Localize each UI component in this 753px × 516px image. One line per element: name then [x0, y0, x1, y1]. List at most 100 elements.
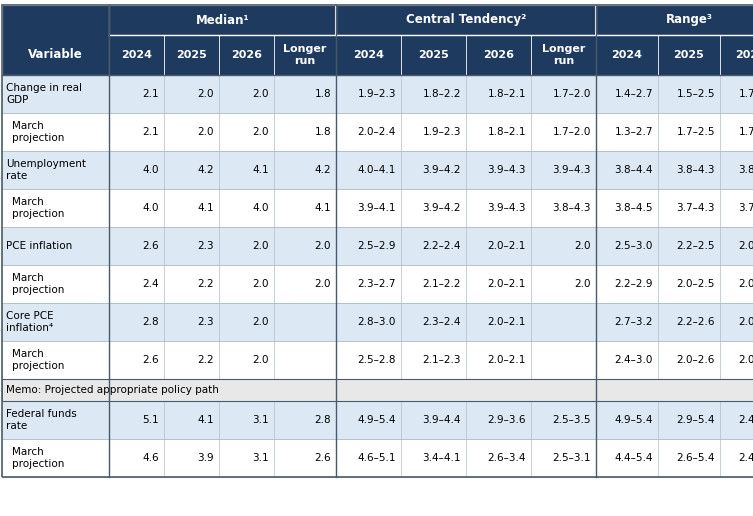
- Text: Core PCE
inflation⁴: Core PCE inflation⁴: [6, 311, 53, 333]
- Text: 1.7–2.5: 1.7–2.5: [739, 89, 753, 99]
- Text: 2.2: 2.2: [197, 279, 214, 289]
- Text: 2.6–3.4: 2.6–3.4: [487, 453, 526, 463]
- Bar: [720, 35, 753, 75]
- Text: 2.0–2.1: 2.0–2.1: [488, 355, 526, 365]
- Text: 2.1–2.3: 2.1–2.3: [422, 355, 461, 365]
- Text: 2.1: 2.1: [142, 127, 159, 137]
- Text: March
projection: March projection: [12, 121, 64, 143]
- Bar: [466, 35, 531, 75]
- Text: 2.0: 2.0: [252, 317, 269, 327]
- Text: 3.9–4.3: 3.9–4.3: [487, 165, 526, 175]
- Text: 2.0–2.3: 2.0–2.3: [739, 317, 753, 327]
- Text: 2.0: 2.0: [252, 279, 269, 289]
- Text: 2.5–2.9: 2.5–2.9: [358, 241, 396, 251]
- Text: 5.1: 5.1: [142, 415, 159, 425]
- Text: 2025: 2025: [674, 50, 704, 60]
- Text: Longer
run: Longer run: [542, 44, 585, 66]
- Bar: [2, 227, 753, 265]
- Text: 2024: 2024: [611, 50, 642, 60]
- Text: 2.9–3.6: 2.9–3.6: [487, 415, 526, 425]
- Text: Memo: Projected appropriate policy path: Memo: Projected appropriate policy path: [6, 385, 219, 395]
- Text: 2.1: 2.1: [142, 89, 159, 99]
- Bar: [274, 35, 336, 75]
- Text: 2.6: 2.6: [314, 453, 331, 463]
- Text: 2.8: 2.8: [142, 317, 159, 327]
- Text: 2.0: 2.0: [315, 241, 331, 251]
- Text: 2.6: 2.6: [142, 241, 159, 251]
- Text: 1.7–2.0: 1.7–2.0: [553, 89, 591, 99]
- Text: 2.3–2.4: 2.3–2.4: [422, 317, 461, 327]
- Bar: [531, 35, 596, 75]
- Text: 1.5–2.5: 1.5–2.5: [676, 89, 715, 99]
- Text: Median¹: Median¹: [196, 13, 249, 26]
- Text: PCE inflation: PCE inflation: [6, 241, 72, 251]
- Text: 3.7–4.3: 3.7–4.3: [676, 203, 715, 213]
- Text: 2.0–2.3: 2.0–2.3: [739, 279, 753, 289]
- Text: 2.8–3.0: 2.8–3.0: [358, 317, 396, 327]
- Text: 3.8–4.4: 3.8–4.4: [614, 165, 653, 175]
- Text: March
projection: March projection: [12, 197, 64, 219]
- Text: 2.0–2.5: 2.0–2.5: [677, 279, 715, 289]
- Text: Unemployment
rate: Unemployment rate: [6, 159, 86, 181]
- Text: 1.8: 1.8: [314, 127, 331, 137]
- Text: 2.4: 2.4: [142, 279, 159, 289]
- Text: 2026: 2026: [231, 50, 262, 60]
- Text: Federal funds
rate: Federal funds rate: [6, 409, 77, 431]
- Bar: [596, 5, 753, 35]
- Text: 2.0: 2.0: [575, 241, 591, 251]
- Text: 2.5–3.0: 2.5–3.0: [614, 241, 653, 251]
- Text: 2.4–3.0: 2.4–3.0: [614, 355, 653, 365]
- Text: 2.4–4.9: 2.4–4.9: [739, 453, 753, 463]
- Text: 3.9–4.1: 3.9–4.1: [358, 203, 396, 213]
- Text: 3.4–4.1: 3.4–4.1: [422, 453, 461, 463]
- Text: 2026: 2026: [736, 50, 753, 60]
- Bar: [2, 439, 753, 477]
- Text: 3.8–4.5: 3.8–4.5: [614, 203, 653, 213]
- Text: 1.8–2.1: 1.8–2.1: [487, 89, 526, 99]
- Text: 2.2–2.4: 2.2–2.4: [422, 241, 461, 251]
- Text: 1.7–2.0: 1.7–2.0: [553, 127, 591, 137]
- Text: 3.9–4.4: 3.9–4.4: [422, 415, 461, 425]
- Bar: [2, 75, 753, 113]
- Text: 1.7–2.5: 1.7–2.5: [676, 127, 715, 137]
- Bar: [2, 151, 753, 189]
- Bar: [2, 379, 753, 401]
- Bar: [109, 35, 164, 75]
- Text: 4.9–5.4: 4.9–5.4: [614, 415, 653, 425]
- Text: 2025: 2025: [418, 50, 449, 60]
- Text: 2.2: 2.2: [197, 355, 214, 365]
- Text: 3.9–4.3: 3.9–4.3: [553, 165, 591, 175]
- Text: 4.6–5.1: 4.6–5.1: [358, 453, 396, 463]
- Text: 3.1: 3.1: [252, 453, 269, 463]
- Text: 2.3: 2.3: [197, 317, 214, 327]
- Bar: [2, 113, 753, 151]
- Text: 2.0: 2.0: [197, 89, 214, 99]
- Text: 1.9–2.3: 1.9–2.3: [422, 127, 461, 137]
- Bar: [2, 401, 753, 439]
- Text: 3.9: 3.9: [197, 453, 214, 463]
- Bar: [2, 189, 753, 227]
- Text: 4.1: 4.1: [314, 203, 331, 213]
- Text: Central Tendency²: Central Tendency²: [406, 13, 526, 26]
- Text: 1.9–2.3: 1.9–2.3: [358, 89, 396, 99]
- Text: 3.8–4.3: 3.8–4.3: [553, 203, 591, 213]
- Text: 3.8–4.3: 3.8–4.3: [739, 165, 753, 175]
- Text: 1.8: 1.8: [314, 89, 331, 99]
- Text: 2.0–2.3: 2.0–2.3: [739, 355, 753, 365]
- Bar: [109, 5, 336, 35]
- Bar: [164, 35, 219, 75]
- Bar: [2, 303, 753, 341]
- Bar: [336, 35, 401, 75]
- Text: 2.0: 2.0: [315, 279, 331, 289]
- Bar: [336, 5, 596, 35]
- Text: 2.0: 2.0: [575, 279, 591, 289]
- Text: 3.1: 3.1: [252, 415, 269, 425]
- Text: 2.0–2.3: 2.0–2.3: [739, 241, 753, 251]
- Text: 1.4–2.7: 1.4–2.7: [614, 89, 653, 99]
- Text: 1.3–2.7: 1.3–2.7: [614, 127, 653, 137]
- Text: 2025: 2025: [176, 50, 207, 60]
- Text: 4.1: 4.1: [197, 415, 214, 425]
- Text: 2.0–2.1: 2.0–2.1: [488, 317, 526, 327]
- Bar: [2, 265, 753, 303]
- Text: 4.6: 4.6: [142, 453, 159, 463]
